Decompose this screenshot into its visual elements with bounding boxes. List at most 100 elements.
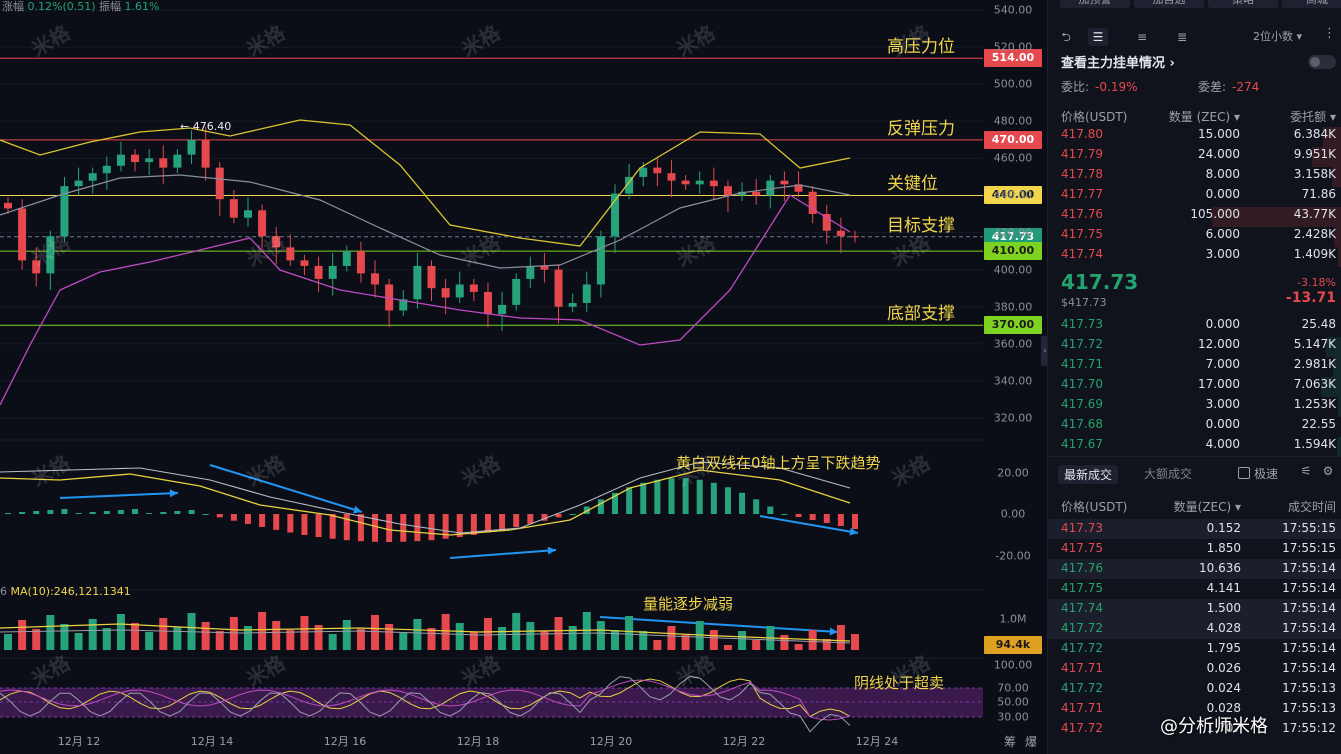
macd-hist-bar [781, 514, 788, 515]
trade-row[interactable]: 417.72 4.028 17:55:14 [1048, 619, 1341, 639]
volume-bar [356, 629, 365, 650]
trade-row[interactable]: 417.71 0.026 17:55:14 [1048, 659, 1341, 679]
bid-row[interactable]: 417.67 4.000 1.594K [1048, 435, 1341, 457]
ask-row[interactable]: 417.74 3.000 1.409K [1048, 245, 1341, 267]
candle-body [540, 265, 549, 270]
more-options-icon[interactable]: ⋮ [1323, 26, 1336, 41]
trade-row[interactable]: 417.74 1.500 17:55:14 [1048, 599, 1341, 619]
ob-header-qty[interactable]: 数量 (ZEC) ▾ [1168, 110, 1240, 124]
main-orders-toggle[interactable] [1308, 55, 1336, 69]
macd-hist-bar [202, 514, 209, 515]
trade-time: 17:55:14 [1282, 561, 1336, 575]
ob-header-total[interactable]: 委托额 ▾ [1290, 110, 1336, 124]
macd-hist-bar [188, 510, 195, 514]
decimal-select[interactable]: 2位小数 ▾ [1252, 30, 1302, 43]
candle-body [102, 165, 111, 174]
flip-icon[interactable]: ⮌ [1061, 30, 1071, 44]
bid-row[interactable]: 417.70 17.000 7.063K [1048, 375, 1341, 397]
ask-row[interactable]: 417.79 24.000 9.951K [1048, 145, 1341, 167]
macd-hist-bar [146, 513, 153, 514]
trade-row[interactable]: 417.73 0.152 17:55:15 [1048, 519, 1341, 539]
volume-bar [639, 631, 648, 650]
footer-key-chip[interactable]: 筹 [1004, 735, 1017, 749]
settings-icon[interactable]: ⚙ [1322, 464, 1334, 478]
trade-row[interactable]: 417.71 0.028 17:55:13 [1048, 699, 1341, 719]
volume-bar [74, 633, 83, 650]
volume-bar [526, 622, 535, 650]
tab-latest-trades[interactable]: 最新成交 [1058, 465, 1119, 484]
candle-body [342, 251, 351, 266]
last-price-usd: $417.73 [1061, 296, 1107, 309]
ask-row[interactable]: 417.77 0.000 71.86 [1048, 185, 1341, 207]
orderbook-bids-icon[interactable]: ≡ [1136, 30, 1148, 44]
volume-bar [328, 634, 337, 650]
macd-annotation: 黄白双线在0轴上方呈下跌趋势 [676, 454, 881, 472]
ask-row[interactable]: 417.75 6.000 2.428K [1048, 225, 1341, 247]
kline-chart-canvas[interactable] [0, 0, 1045, 754]
candle-body [780, 180, 789, 185]
trend-arrow-head [169, 489, 178, 498]
trend-arrow-head [353, 505, 362, 514]
macd-hist-bar [612, 492, 619, 514]
trade-row[interactable]: 417.72 0.024 17:55:13 [1048, 679, 1341, 699]
volume-bar [851, 634, 859, 650]
trades-header-qty[interactable]: 数量(ZEC) ▾ [1173, 500, 1241, 514]
volume-bar [709, 630, 718, 650]
trade-qty: 10.636 [1199, 561, 1241, 575]
footer-key-burst[interactable]: 爆 [1025, 735, 1038, 749]
bid-price: 417.69 [1061, 397, 1103, 411]
time-axis-label: 12月 24 [855, 735, 899, 748]
volume-bar [836, 625, 845, 650]
trend-arrow-line [59, 492, 179, 499]
depth-bar [1332, 357, 1341, 377]
price-axis-label: 440.00 [993, 188, 1033, 202]
rsi-axis-label: 50.00 [997, 695, 1029, 709]
trade-row[interactable]: 417.76 10.636 17:55:14 [1048, 559, 1341, 579]
tab-strategy[interactable]: 策略 [1208, 0, 1278, 8]
fast-checkbox[interactable]: 极速 [1238, 465, 1278, 482]
rsi-line-1 [0, 678, 851, 718]
trade-row[interactable]: 417.75 4.141 17:55:14 [1048, 579, 1341, 599]
bid-row[interactable]: 417.68 0.000 22.55 [1048, 415, 1341, 437]
checkbox-icon[interactable] [1238, 467, 1250, 479]
candle-body [173, 154, 182, 168]
trade-qty: 1.707 [1206, 721, 1241, 735]
main-orders-link[interactable]: 查看主力挂单情况 › [1061, 56, 1175, 71]
trade-time: 17:55:13 [1282, 701, 1336, 715]
volume-bar [455, 623, 464, 650]
orderbook-asks-icon[interactable]: ≣ [1176, 30, 1188, 44]
ask-row[interactable]: 417.76 105.000 43.77K [1048, 205, 1341, 227]
candle-body [46, 236, 55, 274]
orderbook-both-icon[interactable]: ☰ [1088, 28, 1108, 46]
trend-arrow-head [547, 546, 556, 555]
tab-add-favorite[interactable]: 加自选 [1134, 0, 1204, 8]
bid-row[interactable]: 417.69 3.000 1.253K [1048, 395, 1341, 417]
macd-hist-bar [823, 514, 830, 523]
collapse-panel-handle[interactable]: ‹ [1041, 336, 1049, 366]
ask-qty: 24.000 [1198, 147, 1240, 161]
bid-price: 417.70 [1061, 377, 1103, 391]
trade-row[interactable]: 417.72 1.795 17:55:14 [1048, 639, 1341, 659]
ask-row[interactable]: 417.80 15.000 6.384K [1048, 125, 1341, 147]
tab-store[interactable]: 商城 [1282, 0, 1341, 8]
filter-icon[interactable]: ⚟ [1300, 464, 1312, 478]
trade-qty: 1.795 [1206, 641, 1241, 655]
candle-body [653, 167, 662, 174]
trade-row[interactable]: 417.72 1.707 17:55:12 [1048, 719, 1341, 739]
tab-add-alert[interactable]: 加预警 [1060, 0, 1130, 8]
trade-time: 17:55:12 [1282, 721, 1336, 735]
chart-area[interactable]: 涨幅 0.12%(0.51) 振幅 1.61% ← 476.40 高压力位 反弹压… [0, 0, 1045, 754]
macd-hist-bar [343, 514, 350, 541]
bid-row[interactable]: 417.71 7.000 2.981K [1048, 355, 1341, 377]
bid-row[interactable]: 417.73 0.000 25.48 [1048, 315, 1341, 337]
trade-row[interactable]: 417.75 1.850 17:55:15 [1048, 539, 1341, 559]
ask-row[interactable]: 417.78 8.000 3.158K [1048, 165, 1341, 187]
rsi-axis-label: 30.00 [997, 710, 1029, 724]
tab-large-trades[interactable]: 大额成交 [1144, 467, 1193, 481]
macd-hist-bar [160, 512, 167, 514]
candle-body [596, 236, 605, 285]
macd-hist-bar [414, 514, 421, 542]
right-panel: 加预警 加自选 策略 商城 ⮌ ☰ ≡ ≣ 2位小数 ▾ ⋮ 查看主力挂单情况 … [1047, 0, 1341, 754]
bid-row[interactable]: 417.72 12.000 5.147K [1048, 335, 1341, 357]
volume-bar [159, 618, 168, 650]
